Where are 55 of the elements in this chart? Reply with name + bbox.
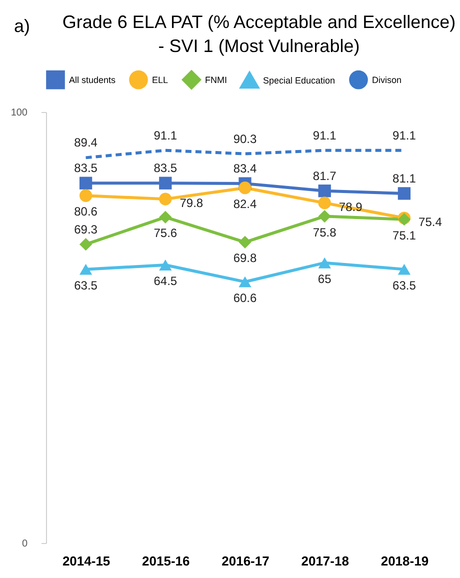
text: a) (14, 16, 30, 37)
point (398, 187, 411, 200)
data-label: 75.4 (418, 215, 442, 230)
data-label: 65 (318, 272, 332, 286)
data-label: 75.1 (392, 228, 416, 242)
x-tick-label: 2015-16 (142, 554, 190, 568)
point (318, 196, 331, 210)
legend-label: All students (69, 74, 116, 85)
data-label: 81.1 (392, 171, 416, 186)
data-label: 80.6 (74, 204, 98, 219)
legend-label: Divison (372, 74, 402, 85)
legend-label: ELL (152, 74, 168, 85)
data-label: 63.5 (74, 278, 98, 292)
point (238, 236, 252, 248)
data-label: 83.5 (154, 161, 178, 176)
data-label: 83.4 (233, 162, 257, 176)
legend-label: Special Education (263, 75, 336, 86)
point (79, 238, 92, 251)
point (318, 210, 331, 223)
point (79, 189, 92, 202)
data-label: 91.1 (392, 128, 416, 142)
point (79, 176, 92, 190)
legend-label: FNMI (205, 74, 227, 85)
point (159, 210, 172, 224)
x-tick-label: 2014-15 (62, 554, 110, 568)
data-label: 63.5 (392, 278, 416, 292)
point (159, 260, 172, 270)
point (79, 264, 92, 275)
point (159, 192, 172, 206)
data-label: 91.1 (312, 128, 337, 142)
data-label: 60.6 (233, 290, 257, 305)
point (318, 257, 331, 268)
data-label: 75.8 (312, 225, 337, 240)
point (398, 264, 411, 275)
data-label: 64.5 (154, 274, 178, 288)
point (238, 182, 252, 194)
y-tick-label: 100 (10, 108, 28, 118)
data-label: 69.8 (233, 251, 257, 266)
data-label: 90.3 (233, 132, 257, 146)
data-label: 81.7 (312, 168, 337, 183)
data-label: 83.5 (74, 161, 98, 176)
data-label: 79.8 (180, 196, 204, 210)
data-label: 69.3 (74, 222, 98, 236)
point (318, 184, 331, 198)
x-tick-label: 2017-18 (301, 554, 349, 568)
data-label: 89.4 (74, 136, 98, 150)
data-label: 82.4 (233, 196, 257, 211)
point (159, 176, 172, 190)
data-label: 91.1 (154, 128, 178, 142)
chart-title: Grade 6 ELA PAT (% Acceptable and Excellence) - SVI 1 (Most Vulnerable) (62, 12, 456, 56)
data-label: 75.6 (154, 226, 178, 240)
y-tick-label: 0 (22, 538, 28, 550)
point (238, 276, 252, 288)
x-tick-label: 2016-17 (222, 554, 270, 568)
x-tick-label: 2018-19 (380, 554, 429, 568)
